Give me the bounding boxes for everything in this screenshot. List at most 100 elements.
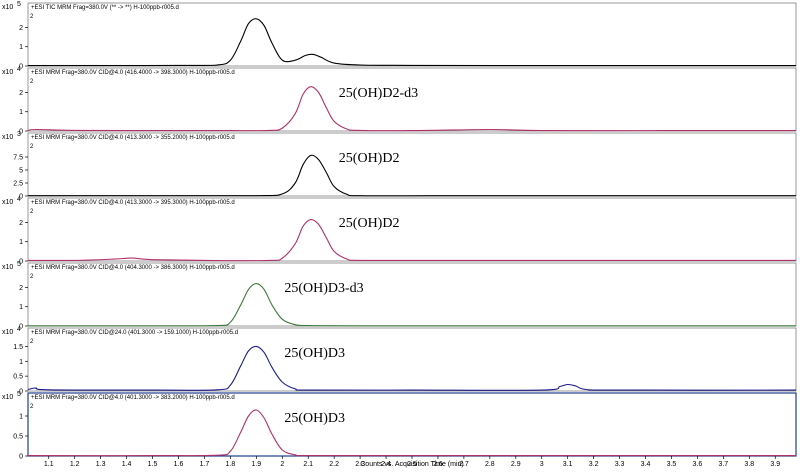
y-exponent: 4 xyxy=(17,326,21,333)
x-tick-label: 3.5 xyxy=(667,461,677,468)
x-tick-label: 2.5 xyxy=(407,461,417,468)
chromatogram-trace xyxy=(27,283,796,327)
y-tick-label: 2 xyxy=(19,220,23,227)
panel-frame xyxy=(27,132,797,197)
panel-corner-marker: 2 xyxy=(30,144,34,150)
y-multiplier: x10 xyxy=(2,4,13,11)
y-multiplier: x10 xyxy=(2,199,13,206)
x-tick-label: 2.7 xyxy=(459,461,469,468)
y-multiplier: x10 xyxy=(2,264,13,271)
chromatogram-panel: +ESI MRM Frag=380.0V CID@4.0 (401.3000 -… xyxy=(2,391,797,461)
chromatogram-trace xyxy=(27,219,796,262)
x-tick-label: 1.1 xyxy=(44,461,54,468)
panel-corner-marker: 2 xyxy=(30,404,34,410)
y-exponent: 5 xyxy=(17,391,21,398)
panel-corner-marker: 2 xyxy=(30,14,34,20)
y-tick-label: 0 xyxy=(19,194,23,201)
chromatogram-trace xyxy=(28,18,796,67)
y-multiplier: x10 xyxy=(2,69,13,76)
panel-title: +ESI MRM Frag=380.0V CID@24.0 (401.3000 … xyxy=(31,330,238,336)
y-exponent: 5 xyxy=(17,1,21,8)
x-tick-label: 1.4 xyxy=(122,461,132,468)
chromatogram-trace xyxy=(27,86,796,132)
y-tick-label: 2 xyxy=(19,25,23,32)
panel-title: +ESI MRM Frag=380.0V CID@4.0 (413.3000 -… xyxy=(31,200,235,206)
x-tick-label: 2.4 xyxy=(381,461,391,468)
y-multiplier: x10 xyxy=(2,394,13,401)
y-tick-label: 1 xyxy=(19,44,23,51)
x-tick-label: 3.6 xyxy=(693,461,703,468)
panel-frame xyxy=(27,327,797,392)
y-exponent: 5 xyxy=(17,261,21,268)
chromatogram-panel: +ESI MRM Frag=380.0V CID@4.0 (413.3000 -… xyxy=(2,196,797,266)
x-tick-label: 3 xyxy=(540,461,544,468)
panel-corner-marker: 2 xyxy=(30,274,34,280)
panel-corner-marker: 2 xyxy=(30,339,34,345)
y-multiplier: x10 xyxy=(2,134,13,141)
y-tick-label: 0 xyxy=(19,64,23,71)
panel-title: +ESI MRM Frag=380.0V CID@4.0 (413.3000 -… xyxy=(31,135,235,141)
peak-annotation: 25(OH)D2 xyxy=(339,216,400,231)
y-tick-label: 1 xyxy=(19,414,23,421)
x-tick-label: 2.1 xyxy=(303,461,313,468)
peak-annotation: 25(OH)D3-d3 xyxy=(284,281,363,296)
chromatogram-panel: +ESI MRM Frag=380.0V CID@4.0 (413.3000 -… xyxy=(2,131,797,201)
x-tick-label: 1.6 xyxy=(174,461,184,468)
y-tick-label: 1 xyxy=(19,239,23,246)
x-tick-label: 3.8 xyxy=(744,461,754,468)
x-tick-label: 2.8 xyxy=(485,461,495,468)
y-exponent: 4 xyxy=(17,66,21,73)
chromatogram-trace xyxy=(27,154,796,197)
x-tick-label: 1.9 xyxy=(251,461,261,468)
y-tick-label: 0 xyxy=(19,324,23,331)
chromatogram-panel: +ESI MRM Frag=380.0V CID@24.0 (401.3000 … xyxy=(2,326,797,396)
panel-corner-marker: 2 xyxy=(30,79,34,85)
peak-annotation: 25(OH)D2-d3 xyxy=(339,86,418,101)
chromatogram-trace xyxy=(27,345,797,391)
x-tick-label: 1.3 xyxy=(96,461,106,468)
panel-title: +ESI MRM Frag=380.0V CID@4.0 (416.4000 -… xyxy=(31,70,235,76)
y-tick-label: 0 xyxy=(19,129,23,136)
panel-title: +ESI MRM Frag=380.0V CID@4.0 (404.3000 -… xyxy=(31,265,235,271)
y-tick-label: 7.5 xyxy=(13,155,23,162)
y-tick-label: 0.5 xyxy=(13,374,23,381)
panel-corner-marker: 2 xyxy=(30,209,34,215)
y-tick-label: 1 xyxy=(19,359,23,366)
panel-title: +ESI TIC MRM Frag=380.0V (** -> **) H-10… xyxy=(31,5,179,11)
x-tick-label: 2 xyxy=(280,461,284,468)
y-tick-label: 2 xyxy=(19,90,23,97)
chromatogram-panel: +ESI MRM Frag=380.0V CID@4.0 (404.3000 -… xyxy=(2,261,797,331)
y-tick-label: 0 xyxy=(19,259,23,266)
x-axis-label: Counts vs. Acquisition Time (min) xyxy=(360,461,463,468)
y-tick-label: 2 xyxy=(19,285,23,292)
x-tick-label: 3.3 xyxy=(615,461,625,468)
y-tick-label: 0.5 xyxy=(13,434,23,441)
x-tick-label: 1.5 xyxy=(148,461,158,468)
x-tick-label: 2.2 xyxy=(329,461,339,468)
x-tick-label: 3.4 xyxy=(641,461,651,468)
panel-frame xyxy=(27,392,797,457)
x-tick-label: 2.6 xyxy=(433,461,443,468)
x-tick-label: 1.7 xyxy=(200,461,210,468)
y-tick-label: 0 xyxy=(19,454,23,461)
panel-frame xyxy=(27,262,797,327)
x-tick-label: 1.8 xyxy=(226,461,236,468)
x-tick-label: 3.7 xyxy=(718,461,728,468)
chromatogram-panel: +ESI MRM Frag=380.0V CID@4.0 (416.4000 -… xyxy=(2,66,797,136)
panel-title: +ESI MRM Frag=380.0V CID@4.0 (401.3000 -… xyxy=(31,395,235,401)
panel-frame xyxy=(27,197,797,262)
x-tick-label: 1.2 xyxy=(70,461,80,468)
x-tick-label: 3.9 xyxy=(770,461,780,468)
y-multiplier: x10 xyxy=(2,329,13,336)
x-tick-label: 2.3 xyxy=(355,461,365,468)
y-tick-label: 2.5 xyxy=(13,181,23,188)
y-exponent: 3 xyxy=(17,131,21,138)
y-tick-label: 1 xyxy=(19,109,23,116)
peak-annotation: 25(OH)D2 xyxy=(339,151,400,166)
y-tick-label: 1.5 xyxy=(13,344,23,351)
y-tick-label: 5 xyxy=(19,168,23,175)
y-tick-label: 0 xyxy=(19,389,23,396)
panel-frame xyxy=(27,2,797,67)
